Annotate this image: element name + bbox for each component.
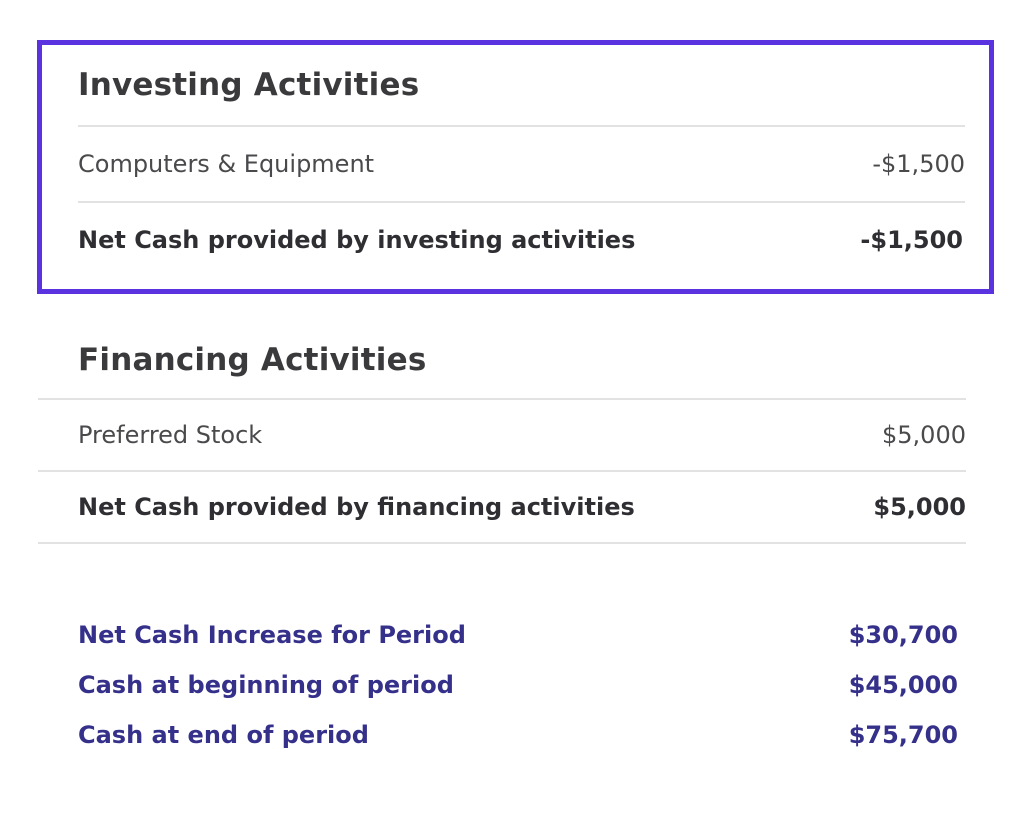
- investing-activities-section: Investing Activities Computers & Equipme…: [37, 40, 994, 294]
- net-cash-increase-row: Net Cash Increase for Period $30,700: [78, 610, 958, 660]
- cash-beginning-row: Cash at beginning of period $45,000: [78, 660, 958, 710]
- investing-line-item: Computers & Equipment -$1,500: [78, 127, 965, 203]
- financing-line-item: Preferred Stock $5,000: [38, 400, 966, 472]
- investing-activities-heading: Investing Activities: [78, 45, 965, 127]
- line-item-label: Preferred Stock: [78, 421, 263, 449]
- line-item-label: Computers & Equipment: [78, 150, 375, 178]
- financing-total-row: Net Cash provided by financing activitie…: [38, 472, 966, 544]
- summary-label: Cash at end of period: [78, 721, 369, 749]
- total-label: Net Cash provided by investing activitie…: [78, 226, 636, 254]
- cash-end-row: Cash at end of period $75,700: [78, 710, 958, 760]
- financing-activities-section: Financing Activities Preferred Stock $5,…: [38, 330, 966, 544]
- investing-total-row: Net Cash provided by investing activitie…: [78, 203, 965, 277]
- summary-value: $75,700: [848, 721, 958, 749]
- summary-label: Net Cash Increase for Period: [78, 621, 466, 649]
- total-label: Net Cash provided by financing activitie…: [78, 493, 635, 521]
- financing-activities-heading: Financing Activities: [38, 330, 966, 400]
- line-item-value: -$1,500: [872, 150, 965, 178]
- total-value: -$1,500: [860, 226, 963, 254]
- summary-value: $45,000: [848, 671, 958, 699]
- summary-value: $30,700: [848, 621, 958, 649]
- line-item-value: $5,000: [882, 421, 966, 449]
- summary-label: Cash at beginning of period: [78, 671, 454, 699]
- cash-summary: Net Cash Increase for Period $30,700 Cas…: [78, 610, 958, 760]
- total-value: $5,000: [873, 493, 966, 521]
